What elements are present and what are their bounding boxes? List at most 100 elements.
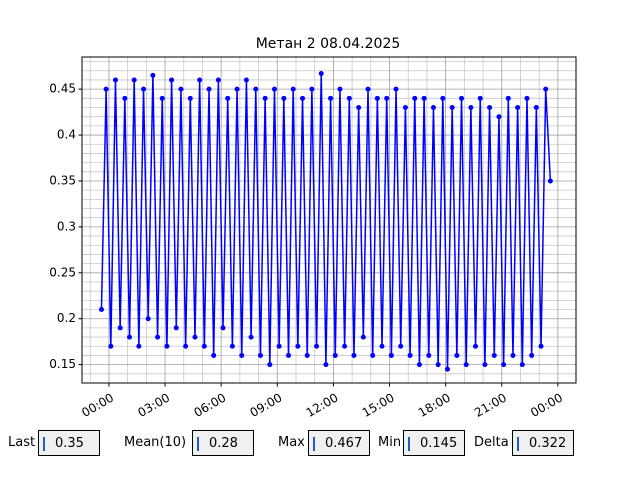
series-marker [412,95,418,101]
series-marker [117,325,123,331]
series-marker [150,72,156,78]
series-marker [281,95,287,101]
series-marker [211,352,217,358]
chart-title: Метан 2 08.04.2025 [256,36,401,52]
series-marker [435,362,441,368]
series-marker [314,343,320,349]
series-marker [127,334,133,340]
chart: Метан 2 08.04.2025 0.15 0.2 0.25 0.3 0.35 0.4… [49,36,577,420]
y-tick-label: 0.2 [57,311,76,325]
series-marker [323,362,329,368]
series-marker [510,352,516,358]
series-marker [449,105,455,111]
series-marker [276,343,282,349]
series-marker [131,77,137,83]
series-marker [304,352,310,358]
series-marker [234,86,240,92]
series-marker [169,77,175,83]
x-tick-label: 15:00 [360,391,397,420]
series-marker [473,343,479,349]
series-marker [416,362,422,368]
y-tick-label: 0.35 [49,173,76,187]
series-marker [108,343,114,349]
series-marker [262,95,268,101]
y-tick-label: 0.3 [57,219,76,233]
series-marker [141,86,147,92]
series-marker [454,352,460,358]
series-marker [501,362,507,368]
stat-field[interactable]: 0.28 [192,430,254,456]
series-marker [253,86,259,92]
series-marker [206,86,212,92]
series-marker [496,114,502,120]
series-marker [290,86,296,92]
series-marker [538,343,544,349]
series-marker [332,352,338,358]
series-marker [487,105,493,111]
series-marker [342,343,348,349]
x-tick-label: 21:00 [472,391,509,420]
series-marker [295,343,301,349]
series-marker [491,352,497,358]
series-marker [477,95,483,101]
series-marker [459,95,465,101]
series-marker [257,352,263,358]
x-tick-label: 06:00 [191,391,228,420]
series-marker [248,334,254,340]
series-marker [519,362,525,368]
stat-field[interactable]: 0.467 [308,430,370,456]
series-marker [440,95,446,101]
series-marker [173,325,179,331]
series-marker [229,343,235,349]
series-marker [384,95,390,101]
plot-frame [81,56,577,384]
series-marker [112,77,118,83]
series-marker [309,86,315,92]
series-marker [215,77,221,83]
series-marker [360,334,366,340]
series-marker [374,95,380,101]
series-marker [346,95,352,101]
series-marker [543,86,549,92]
series-marker [267,362,273,368]
series-marker [159,95,165,101]
series-marker [426,352,432,358]
series-marker [393,86,399,92]
series-marker [192,334,198,340]
series-marker [187,95,193,101]
series-marker [463,362,469,368]
series-marker [328,95,334,101]
x-tick-label: 00:00 [79,391,116,420]
series-marker [421,95,427,101]
series-marker [286,352,292,358]
series-marker [468,105,474,111]
y-tick-label: 0.45 [49,82,76,96]
y-tick-label: 0.4 [57,128,76,142]
series-marker [197,77,203,83]
series-marker [122,95,128,101]
series-marker [220,325,226,331]
series-marker [351,352,357,358]
series-marker [370,352,376,358]
series-marker [547,178,553,184]
series-marker [388,352,394,358]
series-marker [155,334,161,340]
stat-field[interactable]: 0.322 [512,430,574,456]
stat-field[interactable]: 0.35 [38,430,100,456]
series-marker [430,105,436,111]
stat-label: Mean(10) [124,435,187,450]
stat-label: Last [8,435,36,450]
series-marker [103,86,109,92]
series-marker [524,95,530,101]
series-marker [243,77,249,83]
series-marker [379,343,385,349]
series-marker [318,71,324,77]
stat-field[interactable]: 0.145 [403,430,465,456]
y-tick-label: 0.15 [49,357,76,371]
series-marker [444,366,450,372]
stat-label: Max [278,435,305,450]
x-tick-label: 12:00 [304,391,341,420]
series-marker [356,105,362,111]
series-marker [183,343,189,349]
